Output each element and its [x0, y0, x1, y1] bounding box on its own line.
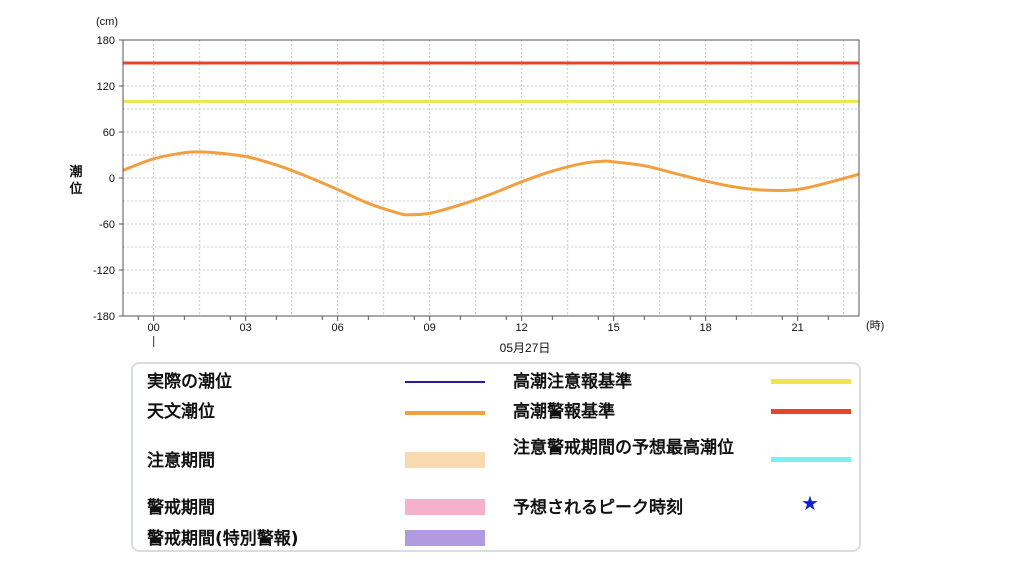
series-line: [122, 150, 860, 217]
x-tick-label: 00: [148, 322, 160, 334]
legend-label: 注意期間: [147, 451, 215, 471]
grid: [123, 40, 859, 316]
y-tick-label: -120: [93, 265, 115, 277]
legend-swatch: [405, 530, 485, 546]
legend-label: 予想されるピーク時刻: [513, 498, 683, 518]
x-tick-label: 15: [608, 322, 620, 334]
y-tick-label: 60: [103, 127, 115, 139]
y-axis-label-char: 潮: [69, 164, 82, 180]
legend-label: 高潮注意報基準: [513, 372, 632, 392]
plot-frame: [122, 39, 860, 317]
legend-label: 高潮警報基準: [513, 402, 615, 422]
legend-label: 警戒期間: [147, 498, 215, 518]
y-tick-label: 120: [97, 81, 115, 93]
x-tick-label: 09: [424, 322, 436, 334]
legend-swatch: [771, 409, 851, 414]
x-tick-label: 06: [332, 322, 344, 334]
star-icon: ★: [801, 491, 819, 515]
tide-chart: 180 120 60 0 -60 -120 -180 00 03 06 09 12 15 18 21 (c…: [69, 16, 884, 355]
series-lines: [122, 61, 860, 217]
legend-swatch: [405, 381, 485, 383]
x-unit-label: (時): [866, 319, 884, 332]
legend-label: 実際の潮位: [147, 372, 232, 392]
y-axis-label: 潮位: [69, 164, 82, 197]
legend-label: 注意警戒期間の予想最高潮位: [513, 438, 734, 458]
legend-swatch: [771, 379, 851, 384]
x-axis-ticks: 00 03 06 09 12 15 18 21: [137, 316, 829, 334]
y-axis-label-char: 位: [69, 181, 82, 197]
y-tick-label: 180: [97, 35, 115, 47]
legend: 実際の潮位天文潮位注意期間警戒期間警戒期間(特別警報) 高潮注意報基準 高潮警報基準…: [131, 362, 861, 552]
legend-swatch: [405, 499, 485, 515]
y-tick-label: 0: [109, 173, 115, 185]
x-tick-label: 21: [792, 322, 804, 334]
legend-label: 警戒期間(特別警報): [147, 529, 299, 549]
y-tick-label: -180: [93, 311, 115, 323]
legend-swatch: [405, 411, 485, 415]
date-label: 05月27日: [500, 341, 551, 355]
x-tick-label: 18: [700, 322, 712, 334]
y-tick-label: -60: [99, 219, 115, 231]
legend-label: 天文潮位: [147, 402, 215, 422]
legend-swatch: [405, 452, 485, 468]
y-unit-label: (cm): [96, 16, 118, 28]
x-tick-label: 03: [240, 322, 252, 334]
y-axis-ticks: 180 120 60 0 -60 -120 -180: [93, 35, 123, 323]
x-tick-label: 12: [516, 322, 528, 334]
legend-swatch: [771, 457, 851, 462]
